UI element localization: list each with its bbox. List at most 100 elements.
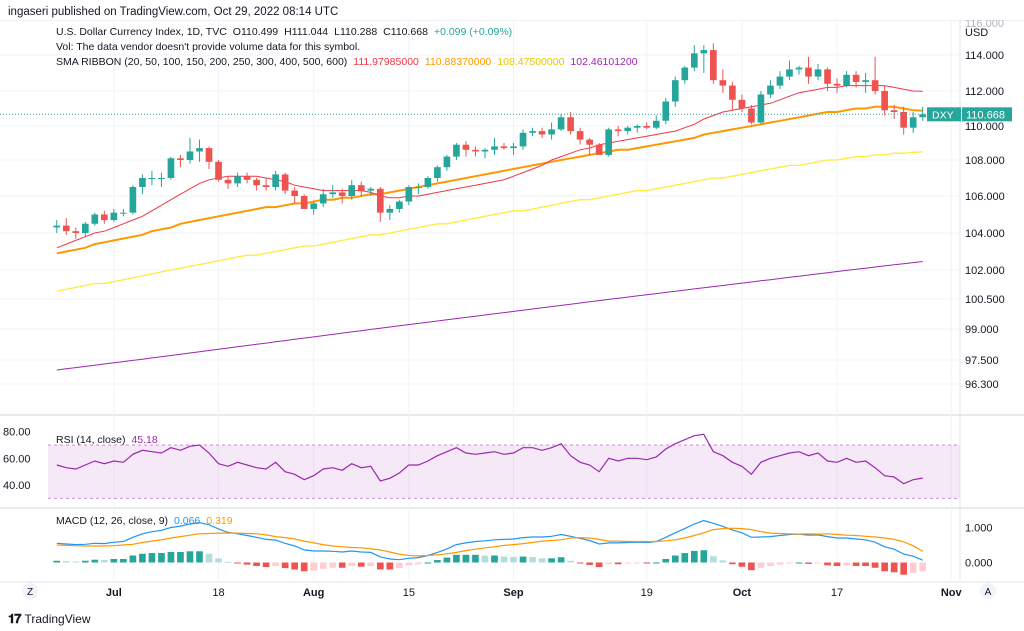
candle-body xyxy=(357,185,365,191)
candle-body xyxy=(405,187,413,202)
macd-histogram-bar xyxy=(234,562,241,564)
candle-body xyxy=(453,144,460,157)
macd-histogram-bar xyxy=(367,562,375,566)
macd-histogram-bar xyxy=(757,562,765,568)
candle-body xyxy=(786,69,793,77)
macd-histogram-bar xyxy=(738,562,746,567)
candle-body xyxy=(120,212,127,214)
candle-body xyxy=(338,192,346,196)
rsi-tick-label: 60.00 xyxy=(3,453,31,465)
time-tick-label: Aug xyxy=(303,587,324,599)
candle-body xyxy=(843,74,850,86)
macd-histogram-bar xyxy=(519,556,527,563)
candle-body xyxy=(548,129,555,135)
time-tick-label: 15 xyxy=(403,587,415,599)
candle-body xyxy=(291,190,298,196)
ohlc-change: +0.099 (+0.09%) xyxy=(433,26,513,38)
candle-body xyxy=(719,80,727,86)
candle-body xyxy=(500,146,508,149)
candle-body xyxy=(690,53,698,68)
candle-body xyxy=(576,131,584,140)
rsi-pane xyxy=(48,433,960,499)
zoom-reset-button[interactable] xyxy=(22,583,38,599)
candle-body xyxy=(586,139,593,145)
macd-histogram-bar xyxy=(462,554,470,563)
candle-body xyxy=(633,126,641,128)
rsi-line xyxy=(56,433,923,485)
macd-histogram-bar xyxy=(243,562,251,565)
candle-body xyxy=(129,187,137,213)
sma50-line xyxy=(56,105,923,255)
candle-body xyxy=(729,85,736,100)
macd-histogram-bar xyxy=(548,558,555,563)
ohlc-close: C110.668 xyxy=(383,26,428,38)
candle-body xyxy=(738,99,746,109)
candle-body xyxy=(824,69,831,84)
time-tick-label: 19 xyxy=(641,587,653,599)
macd-histogram-bar xyxy=(614,562,622,565)
price-tick-label: 106.000 xyxy=(965,191,1005,203)
candle-body xyxy=(671,80,679,102)
candle-body xyxy=(681,67,689,81)
price-pane xyxy=(0,43,960,371)
macd-histogram-bar xyxy=(729,562,736,565)
macd-histogram-bar xyxy=(633,562,641,564)
price-tick-label: 110.000 xyxy=(965,121,1004,133)
macd-histogram-bar xyxy=(843,562,850,566)
candle-body xyxy=(272,174,279,187)
macd-histogram-bar xyxy=(53,560,61,563)
chart-canvas[interactable]: 114.000 112.000 110.000 108.000 106.000 104.0… xyxy=(0,20,1024,610)
sma-title: SMA RIBBON (20, 50, 100, 150, 200, 250, … xyxy=(56,56,348,68)
candle-body xyxy=(101,214,108,221)
macd-histogram-bar xyxy=(557,557,565,563)
candle-body xyxy=(567,117,574,132)
auto-scale-button[interactable] xyxy=(980,583,996,599)
time-tick-label: 17 xyxy=(831,587,843,599)
macd-histogram-bar xyxy=(196,551,203,563)
candle-body xyxy=(224,179,232,184)
footer-brand: 𝟏𝟕 TradingView xyxy=(8,611,91,627)
time-tick-label: Nov xyxy=(941,587,963,599)
macd-histogram-bar xyxy=(215,558,222,563)
candle-body xyxy=(53,225,61,228)
candle-body xyxy=(909,117,917,128)
candle-body xyxy=(367,188,375,191)
candle-body xyxy=(862,80,869,82)
macd-histogram-bar xyxy=(719,560,727,563)
candle-body xyxy=(434,167,441,178)
candle-body xyxy=(890,110,898,112)
macd-histogram-bar xyxy=(767,562,774,566)
macd-histogram-bar xyxy=(129,555,137,563)
candle-body xyxy=(415,187,422,188)
candle-body xyxy=(605,129,613,155)
candle-body xyxy=(386,208,394,213)
macd-histogram-bar xyxy=(833,562,841,566)
macd-histogram-bar xyxy=(262,562,270,568)
candle-body xyxy=(767,85,774,95)
macd-line xyxy=(56,519,923,561)
candle-body xyxy=(881,91,888,111)
axes: 114.000 112.000 110.000 108.000 106.000 104.0… xyxy=(3,20,1012,599)
candle-body xyxy=(519,132,527,147)
macd-histogram-bar xyxy=(814,562,822,564)
macd-histogram-bar xyxy=(700,550,708,563)
macd-histogram-bar xyxy=(158,553,165,563)
macd-histogram-bar xyxy=(710,556,717,563)
currency-label: USD xyxy=(965,27,988,39)
candle-body xyxy=(253,179,260,186)
macd-histogram-bar xyxy=(472,554,479,563)
macd-histogram-bar xyxy=(481,555,489,563)
macd-tick-label: 1.000 xyxy=(965,523,993,535)
macd-histogram-bar xyxy=(319,562,327,569)
macd-histogram-bar xyxy=(415,562,422,565)
candle-body xyxy=(81,223,89,233)
ohlc-low: L110.288 xyxy=(334,26,378,38)
macd-histogram-bar xyxy=(405,562,413,566)
macd-histogram-bar xyxy=(167,552,175,563)
tradingview-logo-icon: 𝟏𝟕 xyxy=(8,611,22,626)
rsi-value: 45.18 xyxy=(131,434,158,446)
macd-histogram-bar xyxy=(424,562,432,564)
candle-body xyxy=(643,126,651,128)
candle-body xyxy=(376,188,384,213)
price-tick-label: 96.300 xyxy=(965,379,999,391)
